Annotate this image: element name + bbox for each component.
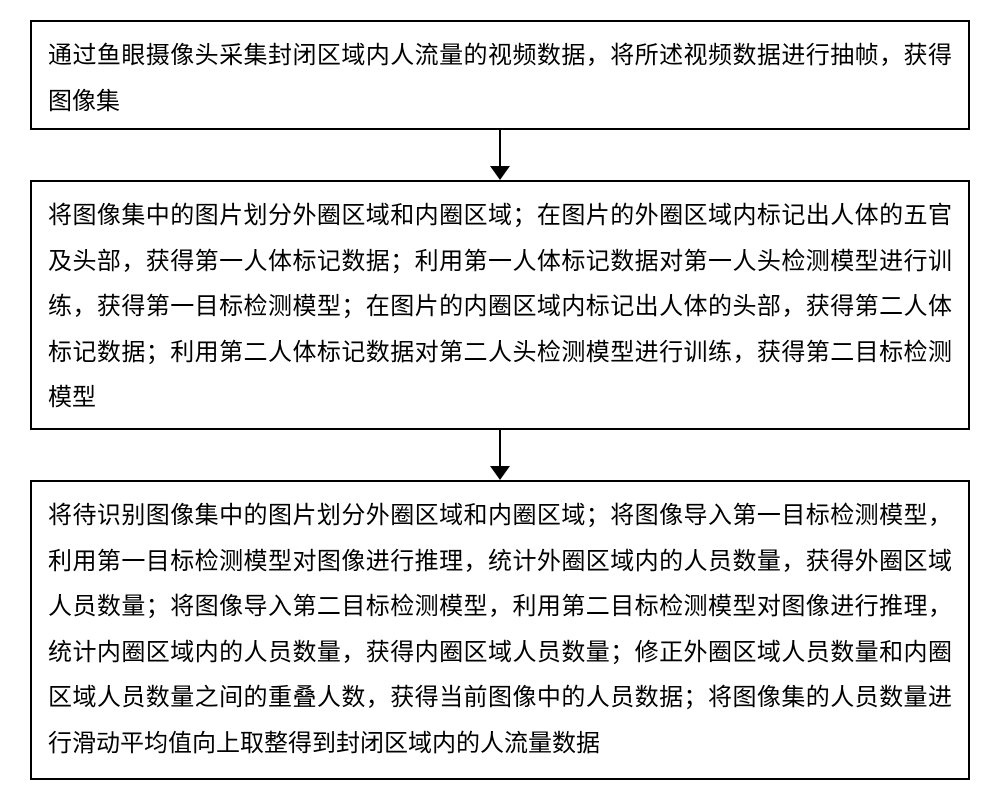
flowchart-step-2: 将图像集中的图片划分外圈区域和内圈区域；在图片的外圈区域内标记出人体的五官及头部…: [30, 180, 970, 430]
arrow-2-head: [490, 466, 510, 480]
arrow-2-line: [499, 430, 501, 466]
arrow-2: [490, 430, 510, 480]
arrow-1-head: [490, 166, 510, 180]
flowchart-step-3: 将待识别图像集中的图片划分外圈区域和内圈区域；将图像导入第一目标检测模型，利用第…: [30, 480, 970, 780]
arrow-1-line: [499, 130, 501, 166]
step-1-text: 通过鱼眼摄像头采集封闭区域内人流量的视频数据，将所述视频数据进行抽帧，获得图像集: [48, 43, 952, 115]
flowchart-container: 通过鱼眼摄像头采集封闭区域内人流量的视频数据，将所述视频数据进行抽帧，获得图像集…: [0, 0, 1000, 802]
flowchart-step-1: 通过鱼眼摄像头采集封闭区域内人流量的视频数据，将所述视频数据进行抽帧，获得图像集: [30, 20, 970, 130]
arrow-1: [490, 130, 510, 180]
step-3-text: 将待识别图像集中的图片划分外圈区域和内圈区域；将图像导入第一目标检测模型，利用第…: [48, 503, 952, 757]
step-2-text: 将图像集中的图片划分外圈区域和内圈区域；在图片的外圈区域内标记出人体的五官及头部…: [48, 203, 952, 411]
